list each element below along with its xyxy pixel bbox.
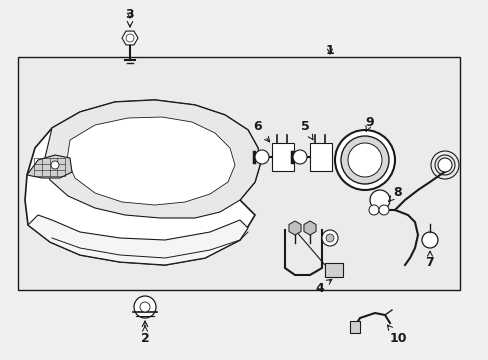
Polygon shape <box>44 100 260 218</box>
Text: 9: 9 <box>365 116 373 131</box>
Circle shape <box>292 150 306 164</box>
Text: 8: 8 <box>388 185 402 201</box>
Polygon shape <box>67 117 235 205</box>
Polygon shape <box>27 155 72 178</box>
Circle shape <box>51 161 59 169</box>
Circle shape <box>368 205 378 215</box>
Text: 3: 3 <box>125 8 134 21</box>
Text: 10: 10 <box>386 325 406 345</box>
Circle shape <box>126 34 134 42</box>
Circle shape <box>134 296 156 318</box>
Text: 7: 7 <box>425 251 433 269</box>
Bar <box>18 57 459 290</box>
Text: 6: 6 <box>253 121 269 142</box>
Circle shape <box>334 130 394 190</box>
Circle shape <box>340 136 388 184</box>
Circle shape <box>254 150 268 164</box>
Polygon shape <box>28 215 247 265</box>
Text: 1: 1 <box>325 44 334 57</box>
Circle shape <box>347 143 381 177</box>
Circle shape <box>369 190 389 210</box>
Circle shape <box>437 158 451 172</box>
Circle shape <box>378 205 388 215</box>
Bar <box>271 143 293 171</box>
Polygon shape <box>25 100 260 265</box>
Text: 5: 5 <box>300 121 312 140</box>
Bar <box>325 263 342 277</box>
Text: 2: 2 <box>141 326 149 345</box>
Circle shape <box>325 234 333 242</box>
Text: 4: 4 <box>315 279 331 294</box>
Circle shape <box>421 232 437 248</box>
Circle shape <box>321 230 337 246</box>
Circle shape <box>140 302 150 312</box>
Bar <box>349 321 359 333</box>
Bar <box>309 143 331 171</box>
